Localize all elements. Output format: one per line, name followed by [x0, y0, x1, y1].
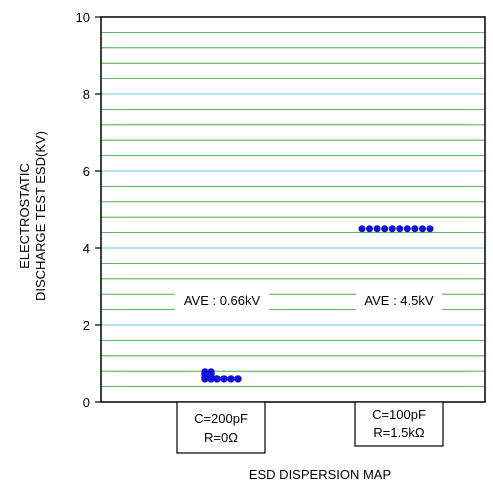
data-point — [201, 375, 209, 383]
data-point — [418, 225, 426, 233]
data-point — [358, 225, 366, 233]
y-tick-label: 6 — [83, 164, 90, 179]
y-tick-label: 8 — [83, 87, 90, 102]
category-2-line-2: R=1.5kΩ — [373, 425, 425, 440]
data-point — [396, 225, 404, 233]
category-2-line-1: C=100pF — [372, 407, 426, 422]
y-axis-label-line-2: DISCHARGE TEST ESD(KV) — [33, 131, 48, 301]
data-point — [403, 225, 411, 233]
y-axis-label-line-1: ELECTROSTATIC — [17, 163, 32, 269]
y-tick-label: 10 — [76, 10, 90, 25]
minor-gridlines — [101, 32, 485, 388]
y-tick-label: 4 — [83, 241, 90, 256]
data-point — [220, 375, 228, 383]
annotation-ave-1-text: AVE : 0.66kV — [184, 293, 261, 308]
data-point — [234, 375, 242, 383]
data-point — [213, 375, 221, 383]
annotation-ave-1-background — [175, 290, 269, 310]
data-point — [426, 225, 434, 233]
data-point — [373, 225, 381, 233]
category-1-line-2: R=0Ω — [204, 430, 238, 445]
category-box-1-frame — [176, 401, 266, 454]
data-point — [207, 375, 215, 383]
data-point — [227, 375, 235, 383]
data-point — [411, 225, 419, 233]
annotation-ave-1: AVE : 0.66kV — [175, 290, 269, 310]
category-1-line-1: C=200pF — [194, 411, 248, 426]
major-gridlines — [101, 93, 485, 326]
plot-frame — [100, 16, 486, 403]
y-tick-label: 2 — [83, 318, 90, 333]
category-box-1: C=200pF R=0Ω — [176, 401, 266, 454]
data-point — [388, 225, 396, 233]
category-box-2: C=100pF R=1.5kΩ — [354, 401, 444, 447]
annotation-ave-2-text: AVE : 4.5kV — [364, 293, 433, 308]
data-point — [366, 225, 374, 233]
annotation-ave-2: AVE : 4.5kV — [356, 290, 442, 310]
y-tick-label: 0 — [83, 395, 90, 410]
y-axis-ticks — [95, 16, 101, 403]
data-point — [381, 225, 389, 233]
data-points — [201, 225, 434, 383]
category-box-2-frame — [354, 401, 444, 447]
annotation-ave-2-background — [356, 290, 442, 310]
x-axis-label: ESD DISPERSION MAP — [249, 467, 391, 482]
y-axis-tick-labels: 0 2 4 6 8 10 — [76, 10, 90, 410]
